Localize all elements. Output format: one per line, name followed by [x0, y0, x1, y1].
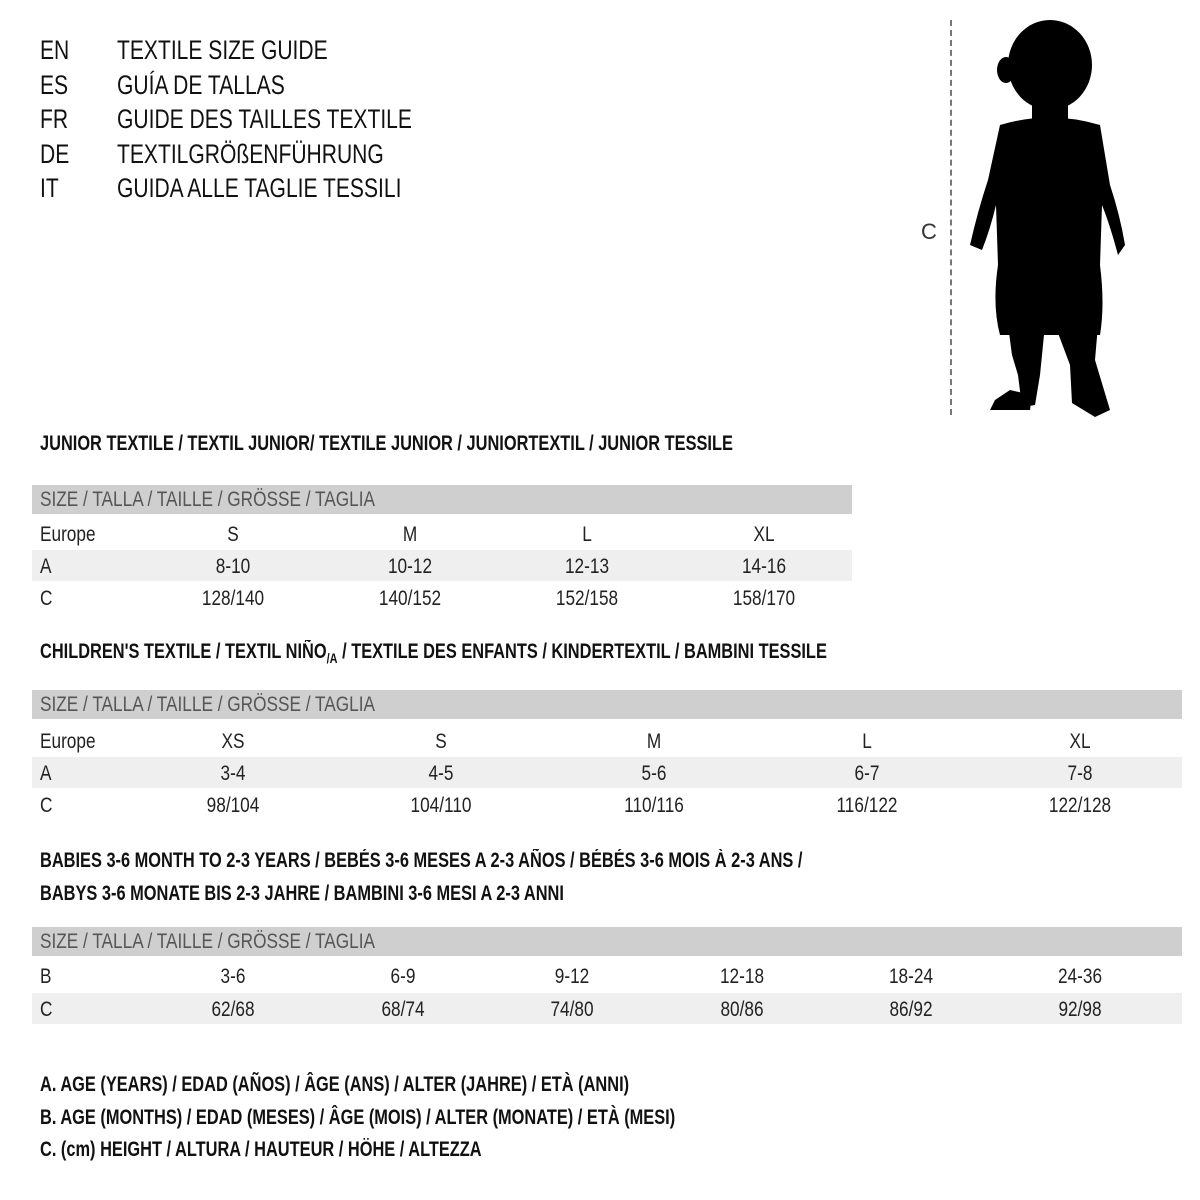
table-row: Europe XS S M L XL: [32, 725, 1182, 756]
table-cell: 158/170: [732, 587, 796, 610]
lang-code: DE: [40, 138, 70, 169]
table-cell: XL: [753, 523, 775, 546]
table-cell: XS: [221, 730, 245, 753]
table-cell: 9-12: [554, 965, 590, 988]
lang-code: IT: [40, 173, 59, 203]
table-cell: 14-16: [741, 555, 787, 578]
table-cell: 116/122: [836, 794, 898, 817]
table-row: Europe S M L XL: [32, 518, 852, 549]
table-cell: L: [582, 523, 592, 546]
table-header: SIZE / TALLA / TAILLE / GRÖSSE / TAGLIA: [32, 690, 1182, 719]
table-cell: L: [862, 730, 872, 753]
lang-title: GUÍA DE TALLAS: [117, 69, 285, 100]
table-cell: 152/158: [555, 587, 619, 610]
table-row: A 8-10 10-12 12-13 14-16: [32, 550, 852, 581]
table-cell: 128/140: [201, 587, 265, 610]
height-dashed-line: [950, 20, 952, 415]
table-cell: S: [227, 523, 239, 546]
table-cell: 110/116: [624, 794, 684, 817]
table-cell: 74/80: [550, 998, 594, 1021]
table-cell: M: [402, 523, 418, 546]
babies-title-line2: BABYS 3-6 MONATE BIS 2-3 JAHRE / BAMBINI…: [40, 882, 564, 905]
lang-title: TEXTILGRÖßENFÜHRUNG: [117, 138, 384, 169]
height-label: C: [921, 219, 937, 244]
table-cell: 6-9: [390, 965, 416, 988]
table-cell: 92/98: [1058, 998, 1102, 1021]
table-cell: 24-36: [1057, 965, 1103, 988]
table-cell: 86/92: [889, 998, 933, 1021]
table-cell: 68/74: [381, 998, 425, 1021]
row-label: B: [40, 965, 52, 988]
legend-line: A. AGE (YEARS) / EDAD (AÑOS) / ÂGE (ANS)…: [40, 1073, 630, 1096]
table-cell: S: [435, 730, 447, 753]
table-cell: 12-13: [564, 555, 610, 578]
lang-title: TEXTILE SIZE GUIDE: [117, 35, 328, 65]
legend-line: B. AGE (MONTHS) / EDAD (MESES) / ÂGE (MO…: [40, 1105, 676, 1129]
row-label: Europe: [40, 523, 96, 546]
row-label: A: [40, 555, 52, 578]
row-label: A: [40, 762, 52, 785]
table-cell: 3-6: [220, 965, 246, 988]
table-cell: 12-18: [719, 965, 765, 988]
table-cell: XL: [1069, 730, 1091, 753]
lang-code: EN: [40, 35, 70, 65]
lang-code: ES: [40, 69, 69, 100]
table-row: B 3-6 6-9 9-12 12-18 18-24 24-36: [32, 960, 1182, 991]
table-header: SIZE / TALLA / TAILLE / GRÖSSE / TAGLIA: [32, 927, 1182, 956]
row-label: Europe: [40, 730, 96, 753]
table-cell: 4-5: [428, 762, 454, 785]
table-cell: 10-12: [387, 555, 433, 578]
table-row: C 62/68 68/74 74/80 80/86 86/92 92/98: [32, 993, 1182, 1024]
table-cell: 80/86: [720, 998, 764, 1021]
child-silhouette-icon: [970, 20, 1125, 417]
table-cell: 98/104: [206, 794, 260, 817]
table-row: C 98/104 104/110 110/116 116/122 122/128: [32, 789, 1182, 820]
children-title: CHILDREN'S TEXTILE / TEXTIL NIÑO/A / TEX…: [40, 640, 827, 666]
junior-title: JUNIOR TEXTILE / TEXTIL JUNIOR/ TEXTILE …: [40, 432, 733, 455]
table-cell: 62/68: [211, 998, 255, 1021]
lang-code: FR: [40, 104, 69, 134]
table-cell: 3-4: [220, 762, 246, 785]
table-cell: 18-24: [888, 965, 934, 988]
table-cell: M: [646, 730, 662, 753]
row-label: C: [40, 794, 53, 817]
table-cell: 5-6: [641, 762, 667, 785]
table-cell: 122/128: [1048, 794, 1112, 817]
table-row: C 128/140 140/152 152/158 158/170: [32, 582, 852, 613]
table-cell: 104/110: [410, 794, 472, 817]
table-row: A 3-4 4-5 5-6 6-7 7-8: [32, 757, 1182, 788]
lang-title: GUIDE DES TAILLES TEXTILE: [117, 104, 412, 134]
row-label: C: [40, 998, 53, 1021]
lang-title: GUIDA ALLE TAGLIE TESSILI: [117, 173, 402, 203]
row-label: C: [40, 587, 53, 610]
table-cell: 140/152: [378, 587, 442, 610]
table-cell: 6-7: [854, 762, 880, 785]
babies-title-line1: BABIES 3-6 MONTH TO 2-3 YEARS / BEBÉS 3-…: [40, 849, 803, 872]
table-cell: 7-8: [1067, 762, 1093, 785]
table-header: SIZE / TALLA / TAILLE / GRÖSSE / TAGLIA: [32, 485, 852, 514]
table-cell: 8-10: [215, 555, 251, 578]
legend-line: C. (cm) HEIGHT / ALTURA / HAUTEUR / HÖHE…: [40, 1138, 482, 1161]
